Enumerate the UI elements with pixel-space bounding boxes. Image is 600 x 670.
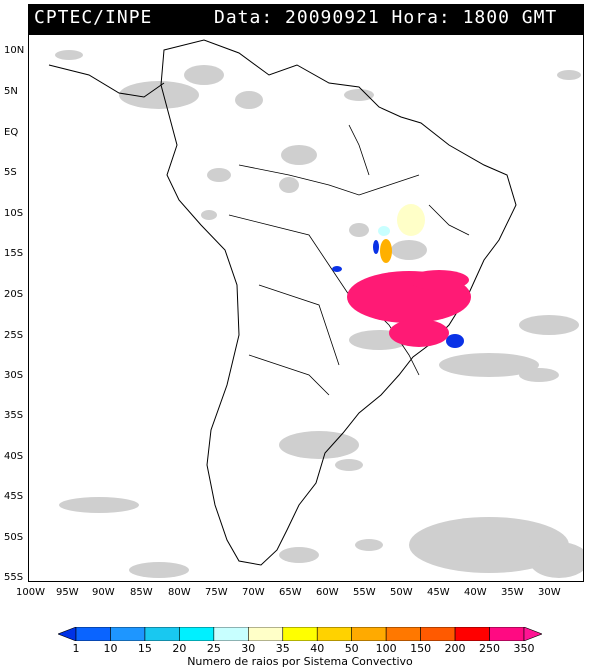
lon-label: 40W [464,587,487,598]
colorbar-segment [282,627,318,641]
lightning-systems [332,204,471,348]
lat-label: 5S [4,167,17,178]
pale-yellow-system [397,204,425,236]
colorbar-label: 15 [137,642,152,655]
lon-label: 95W [56,587,79,598]
lon-label: 90W [92,587,115,598]
colorbar-label: 50 [344,642,359,655]
lat-label: 45S [4,491,24,502]
lon-label: 45W [427,587,450,598]
datetime-label: Data: 20090921 Hora: 1800 GMT [214,7,558,28]
lat-label: 30S [4,370,24,381]
lon-label: 70W [242,587,265,598]
colorbar-segment [179,627,215,641]
blue-system-c [446,334,464,348]
colorbar-label: 35 [275,642,290,655]
lat-label: EQ [4,127,19,138]
lat-label: 40S [4,451,24,462]
colorbar-segment [489,627,525,641]
lon-label: 30W [538,587,561,598]
lon-label: 65W [279,587,302,598]
colorbar-segment [420,627,456,641]
cyan-system [378,226,390,236]
lon-label: 55W [353,587,376,598]
colorbar-label: 25 [206,642,221,655]
lon-label: 60W [316,587,339,598]
lon-label: 80W [168,587,191,598]
lat-label: 50S [4,532,24,543]
pink-system-north [409,270,469,290]
colorbar-title: Numero de raios por Sistema Convectivo [187,655,413,668]
colorbar [58,627,542,641]
colorbar-label: 1 [72,642,80,655]
cloud-cover [55,50,583,578]
lat-label: 15S [4,248,24,259]
country-borders [228,124,470,396]
lon-label: 35W [501,587,524,598]
colorbar-label: 10 [103,642,118,655]
colorbar-segment [351,627,387,641]
lat-label: 20S [4,289,24,300]
source-label: CPTEC/INPE [34,7,153,28]
lat-label: 55S [4,572,24,583]
lat-label: 35S [4,410,24,421]
colorbar-segment [523,627,542,641]
lightning-map [28,34,584,582]
central-america-outline [48,64,165,98]
colorbar-label: 250 [479,642,501,655]
colorbar-label: 350 [513,642,535,655]
lon-label: 50W [390,587,413,598]
blue-system-a [373,240,379,254]
colorbar-segment [213,627,249,641]
pink-system-south [389,319,449,347]
lon-label: 100W [16,587,45,598]
colorbar-label: 40 [310,642,325,655]
colorbar-segment [144,627,180,641]
lon-label: 85W [130,587,153,598]
colorbar-segment [248,627,284,641]
colorbar-segment [75,627,111,641]
map-header: CPTEC/INPE Data: 20090921 Hora: 1800 GMT [28,4,584,34]
colorbar-segment [385,627,421,641]
lon-label: 75W [205,587,228,598]
colorbar-label: 30 [241,642,256,655]
colorbar-segment [316,627,352,641]
colorbar-label: 200 [444,642,466,655]
colorbar-label: 20 [172,642,187,655]
lat-label: 10N [4,45,25,56]
colorbar-label: 150 [410,642,432,655]
colorbar-label: 100 [375,642,397,655]
colorbar-segment [58,627,77,641]
lat-label: 5N [4,86,18,97]
colorbar-segment [454,627,490,641]
lat-label: 25S [4,330,24,341]
map-canvas [48,39,583,578]
blue-system-b [332,266,342,272]
colorbar-segment [110,627,146,641]
orange-system [380,239,392,263]
lat-label: 10S [4,208,24,219]
south-america-outline [160,39,517,566]
